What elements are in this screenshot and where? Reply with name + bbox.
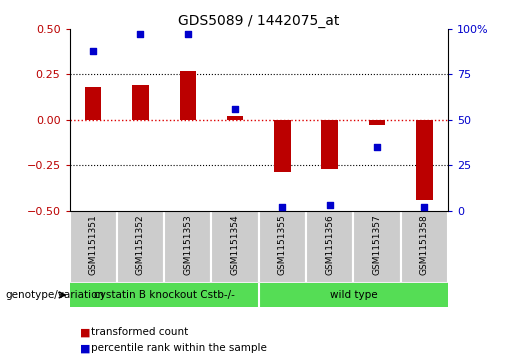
Title: GDS5089 / 1442075_at: GDS5089 / 1442075_at bbox=[178, 14, 339, 28]
Text: wild type: wild type bbox=[330, 290, 377, 300]
Text: GSM1151352: GSM1151352 bbox=[136, 214, 145, 275]
Point bbox=[89, 48, 97, 54]
Bar bbox=[180, 71, 196, 120]
Point bbox=[278, 204, 286, 210]
Bar bbox=[132, 85, 149, 120]
Text: genotype/variation: genotype/variation bbox=[5, 290, 104, 300]
Text: GSM1151354: GSM1151354 bbox=[231, 214, 239, 275]
Text: percentile rank within the sample: percentile rank within the sample bbox=[91, 343, 267, 354]
Bar bbox=[401, 211, 448, 283]
Bar bbox=[85, 87, 101, 120]
Bar bbox=[353, 211, 401, 283]
Point bbox=[325, 202, 334, 208]
Text: cystatin B knockout Cstb-/-: cystatin B knockout Cstb-/- bbox=[94, 290, 235, 300]
Text: GSM1151356: GSM1151356 bbox=[325, 214, 334, 275]
Bar bbox=[274, 120, 291, 172]
Bar bbox=[227, 116, 244, 120]
Bar bbox=[259, 211, 306, 283]
Text: transformed count: transformed count bbox=[91, 327, 188, 337]
Text: GSM1151357: GSM1151357 bbox=[372, 214, 382, 275]
Text: GSM1151355: GSM1151355 bbox=[278, 214, 287, 275]
Bar bbox=[117, 211, 164, 283]
Point bbox=[136, 32, 145, 37]
Bar bbox=[212, 211, 259, 283]
Text: GSM1151351: GSM1151351 bbox=[89, 214, 98, 275]
Bar bbox=[306, 211, 353, 283]
Bar bbox=[369, 120, 385, 125]
Text: GSM1151353: GSM1151353 bbox=[183, 214, 192, 275]
Bar bbox=[416, 120, 433, 200]
Point bbox=[373, 144, 381, 150]
Point bbox=[184, 32, 192, 37]
Bar bbox=[70, 211, 117, 283]
Point bbox=[231, 106, 239, 112]
Text: ■: ■ bbox=[80, 327, 90, 337]
Text: GSM1151358: GSM1151358 bbox=[420, 214, 429, 275]
Text: ■: ■ bbox=[80, 343, 90, 354]
Bar bbox=[321, 120, 338, 169]
Point bbox=[420, 204, 428, 210]
Bar bbox=[164, 211, 212, 283]
